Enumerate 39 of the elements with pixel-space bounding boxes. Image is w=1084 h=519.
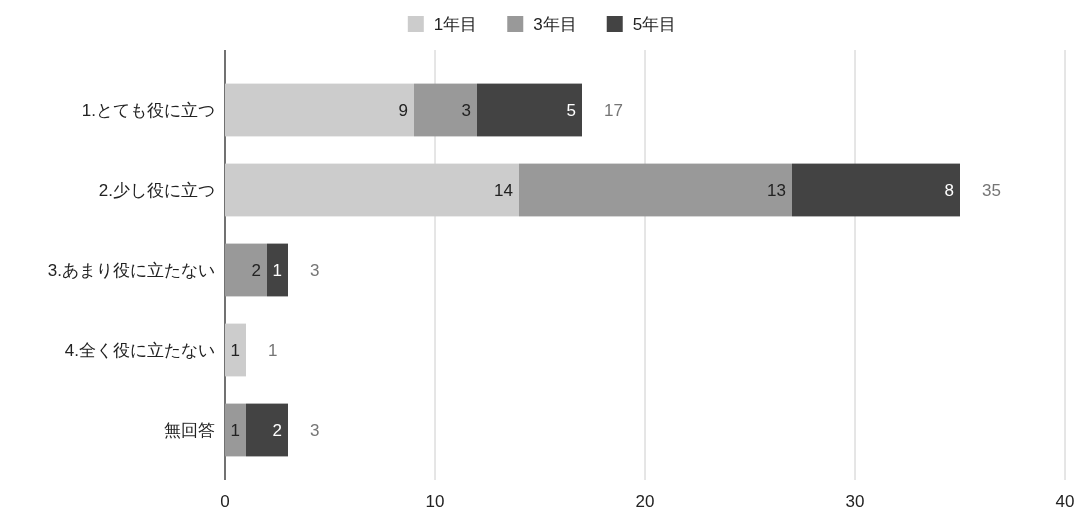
data-label: 1 — [230, 341, 240, 360]
bar — [246, 403, 288, 457]
total-label: 1 — [268, 341, 278, 360]
legend-label: 3年目 — [533, 15, 577, 34]
bar — [225, 403, 246, 457]
x-tick-label: 0 — [220, 492, 230, 511]
bar — [225, 243, 267, 297]
bar — [225, 323, 246, 377]
legend-label: 5年目 — [632, 15, 677, 34]
bar — [792, 163, 960, 217]
data-label: 3 — [461, 101, 471, 120]
y-tick-label: 4.全く役に立たない — [64, 341, 215, 360]
data-label: 2 — [272, 421, 282, 440]
x-tick-label: 10 — [425, 492, 445, 511]
total-label: 3 — [310, 421, 320, 440]
x-tick-label: 30 — [845, 492, 865, 511]
data-label: 9 — [398, 101, 408, 120]
data-label: 2 — [251, 261, 261, 280]
y-tick-label: 2.少し役に立つ — [98, 181, 215, 200]
x-tick-label: 20 — [635, 492, 655, 511]
data-label: 1 — [272, 261, 282, 280]
data-label: 14 — [494, 181, 513, 200]
y-tick-label: 3.あまり役に立たない — [47, 261, 215, 280]
total-label: 3 — [310, 261, 320, 280]
data-label: 5 — [566, 101, 576, 120]
bar — [477, 83, 582, 137]
x-tick-label: 40 — [1055, 492, 1075, 511]
data-label: 1 — [230, 421, 240, 440]
bar — [267, 243, 288, 297]
data-label: 13 — [767, 181, 786, 200]
bar — [414, 83, 477, 137]
bar — [225, 83, 414, 137]
y-tick-label: 無回答 — [164, 421, 215, 440]
legend-label: 1年目 — [433, 15, 478, 34]
bar — [519, 163, 792, 217]
total-label: 35 — [982, 181, 1001, 200]
y-tick-label: 1.とても役に立つ — [81, 101, 215, 120]
data-label: 8 — [944, 181, 954, 200]
total-label: 17 — [604, 101, 623, 120]
